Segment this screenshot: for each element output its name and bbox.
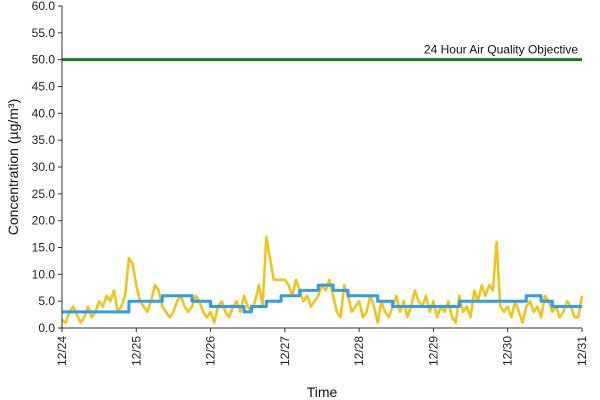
y-tick-label: 15.0 (32, 241, 56, 255)
x-tick-label: 12/27 (278, 336, 292, 366)
series-layer (61, 58, 584, 324)
y-axis-title: Concentration (µg/m³) (5, 99, 21, 235)
y-tick-label: 10.0 (32, 267, 56, 281)
x-tick-label: 12/31 (575, 336, 589, 366)
y-tick-label: 25.0 (32, 187, 56, 201)
y-tick-label: 50.0 (32, 53, 56, 67)
series-line-rolling (62, 283, 582, 314)
y-tick-label: 0.0 (38, 321, 55, 335)
y-tick-label: 40.0 (32, 106, 56, 120)
y-tick-label: 45.0 (32, 80, 56, 94)
y-tick-label: 20.0 (32, 214, 56, 228)
x-tick-label: 12/26 (204, 336, 218, 366)
x-tick-label: 12/24 (55, 336, 69, 366)
x-tick-label: 12/28 (352, 336, 366, 366)
x-tick-label: 12/29 (426, 336, 440, 366)
y-axis-ticks: 0.0 5.0 10.0 15.0 20.0 25.0 30.0 35.0 40.0 45.0 50… (32, 0, 62, 335)
series-line-hourly (61, 235, 584, 324)
x-tick-label: 12/25 (129, 336, 143, 366)
y-tick-label: 60.0 (32, 0, 56, 13)
y-tick-label: 55.0 (32, 26, 56, 40)
y-tick-label: 30.0 (32, 160, 56, 174)
x-axis-ticks: 12/24 12/25 12/26 12/27 12/28 12/29 12/30 12/31 (55, 328, 589, 366)
x-tick-label: 12/30 (501, 336, 515, 366)
x-axis-title: Time (307, 384, 338, 400)
y-tick-label: 5.0 (38, 294, 55, 308)
objective-label: 24 Hour Air Quality Objective (424, 43, 578, 57)
y-tick-label: 35.0 (32, 133, 56, 147)
